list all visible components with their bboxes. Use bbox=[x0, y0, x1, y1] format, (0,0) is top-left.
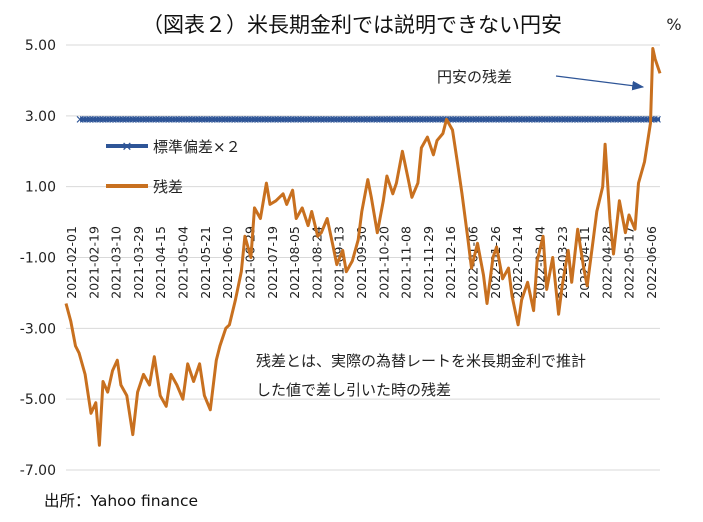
annotation-arrow bbox=[555, 75, 645, 91]
y-tick-label: -7.00 bbox=[20, 463, 56, 479]
x-tick-label: 2021-02-01 bbox=[64, 226, 79, 299]
y-tick-label: -3.00 bbox=[20, 321, 56, 337]
source-label: 出所：Yahoo finance bbox=[44, 492, 198, 510]
x-tick-label: 2021-03-10 bbox=[109, 226, 124, 299]
x-tick-label: 2021-12-16 bbox=[443, 226, 458, 299]
x-tick-label: 2021-11-08 bbox=[399, 226, 414, 299]
x-tick-label: 2022-06-06 bbox=[644, 226, 659, 299]
legend-marker-std-dev: ✕ bbox=[122, 140, 133, 155]
x-tick-label: 2021-08-24 bbox=[309, 226, 324, 299]
y-tick-label: 5.00 bbox=[25, 38, 56, 54]
x-tick-label: 2021-04-15 bbox=[153, 226, 168, 299]
unit-label: % bbox=[666, 15, 681, 34]
note-line-1: 残差とは、実際の為替レートを米長期金利で推計 bbox=[256, 352, 586, 370]
y-tick-label: 3.00 bbox=[25, 109, 56, 125]
residual-line bbox=[64, 47, 662, 447]
x-tick-label: 2022-02-14 bbox=[510, 226, 525, 299]
series-residual bbox=[64, 47, 662, 447]
x-tick-label: 2021-10-20 bbox=[376, 226, 391, 299]
y-tick-label: -1.00 bbox=[20, 251, 56, 267]
x-tick-label: 2022-03-23 bbox=[555, 226, 570, 299]
std-dev-marker bbox=[654, 115, 661, 123]
x-tick-label: 2021-07-19 bbox=[265, 226, 280, 299]
y-tick-label: -5.00 bbox=[20, 392, 56, 408]
x-tick-label: 2021-11-29 bbox=[421, 226, 436, 299]
legend-label-std-dev: 標準偏差×２ bbox=[153, 138, 241, 156]
legend: ✕ 標準偏差×２ 残差 bbox=[106, 138, 241, 196]
y-axis-ticks: 5.00 3.00 1.00 -1.00 -3.00 -5.00 -7.00 bbox=[20, 38, 56, 479]
x-tick-label: 2021-02-19 bbox=[86, 226, 101, 299]
y-tick-label: 1.00 bbox=[25, 180, 56, 196]
annotation-label: 円安の残差 bbox=[437, 68, 512, 86]
x-tick-label: 2021-09-30 bbox=[354, 226, 369, 299]
series-std-dev bbox=[76, 115, 661, 123]
x-tick-label: 2022-05-17 bbox=[622, 226, 637, 299]
legend-label-residual: 残差 bbox=[153, 178, 183, 196]
x-tick-label: 2021-08-05 bbox=[287, 226, 302, 299]
x-tick-label: 2022-04-28 bbox=[599, 226, 614, 299]
x-tick-label: 2021-05-04 bbox=[176, 226, 191, 299]
x-tick-label: 2021-06-10 bbox=[220, 226, 235, 299]
x-tick-label: 2021-05-21 bbox=[198, 226, 213, 299]
gridlines bbox=[66, 44, 660, 471]
x-tick-label: 2022-01-26 bbox=[488, 226, 503, 299]
chart-title: （図表２）米長期金利では説明できない円安 bbox=[142, 13, 562, 37]
note-line-2: した値で差し引いた時の残差 bbox=[256, 381, 451, 399]
x-tick-label: 2021-03-29 bbox=[131, 226, 146, 299]
